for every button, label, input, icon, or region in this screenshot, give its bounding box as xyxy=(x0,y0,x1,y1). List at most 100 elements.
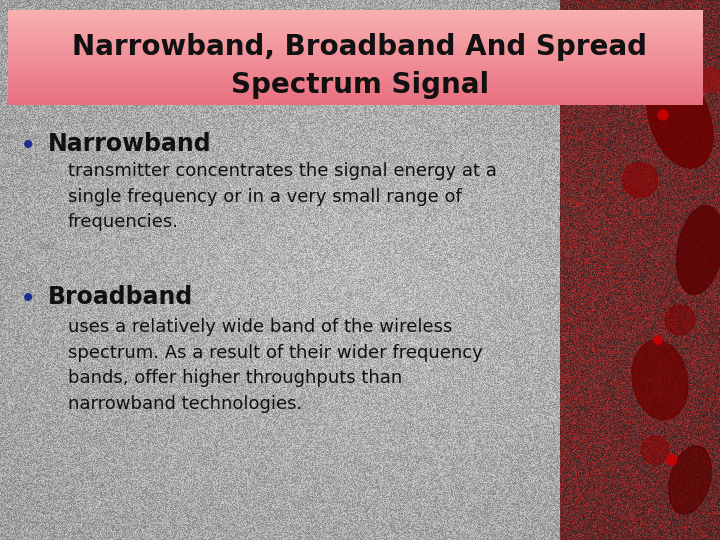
Bar xyxy=(8,65,703,66)
Ellipse shape xyxy=(665,305,695,335)
Bar xyxy=(8,82,703,83)
Bar xyxy=(8,10,703,11)
Bar xyxy=(8,34,703,35)
Bar xyxy=(8,57,703,58)
Ellipse shape xyxy=(698,68,720,92)
Bar xyxy=(8,98,703,99)
Bar xyxy=(8,22,703,23)
Bar xyxy=(8,103,703,104)
Bar xyxy=(8,67,703,68)
Bar xyxy=(8,47,703,48)
Bar xyxy=(8,94,703,95)
Text: uses a relatively wide band of the wireless
spectrum. As a result of their wider: uses a relatively wide band of the wirel… xyxy=(68,318,482,413)
Bar xyxy=(8,14,703,15)
Bar xyxy=(8,81,703,82)
Bar xyxy=(8,89,703,90)
Bar xyxy=(8,13,703,14)
Circle shape xyxy=(667,455,677,465)
Bar xyxy=(8,104,703,105)
Bar xyxy=(8,101,703,102)
Ellipse shape xyxy=(641,436,669,464)
Bar xyxy=(8,49,703,50)
Bar xyxy=(8,25,703,26)
Text: Narrowband: Narrowband xyxy=(48,132,212,156)
Bar xyxy=(8,35,703,36)
Bar xyxy=(8,60,703,61)
Bar xyxy=(8,63,703,64)
Bar xyxy=(8,55,703,56)
Bar xyxy=(8,15,703,16)
Bar xyxy=(8,88,703,89)
Bar xyxy=(8,58,703,59)
Ellipse shape xyxy=(669,446,711,514)
Bar xyxy=(8,79,703,80)
Bar xyxy=(8,90,703,91)
Bar xyxy=(8,24,703,25)
Bar xyxy=(8,41,703,42)
Bar xyxy=(8,84,703,85)
Bar xyxy=(8,78,703,79)
Bar xyxy=(8,68,703,69)
Bar xyxy=(8,95,703,96)
Bar xyxy=(8,71,703,72)
Bar xyxy=(8,96,703,97)
Bar xyxy=(8,59,703,60)
Bar xyxy=(8,38,703,39)
Text: transmitter concentrates the signal energy at a
single frequency or in a very sm: transmitter concentrates the signal ener… xyxy=(68,162,497,232)
Bar xyxy=(8,54,703,55)
Bar xyxy=(8,33,703,34)
Bar xyxy=(8,102,703,103)
Bar xyxy=(8,93,703,94)
Text: •: • xyxy=(20,285,36,313)
Ellipse shape xyxy=(677,206,720,294)
Circle shape xyxy=(654,336,662,344)
Bar xyxy=(8,53,703,54)
Bar xyxy=(8,91,703,92)
Bar xyxy=(8,87,703,88)
Bar xyxy=(8,23,703,24)
Bar xyxy=(8,26,703,27)
Bar xyxy=(8,62,703,63)
Bar xyxy=(8,21,703,22)
Bar xyxy=(8,85,703,86)
Bar xyxy=(8,17,703,18)
Bar xyxy=(8,36,703,37)
Bar xyxy=(8,100,703,101)
Text: Broadband: Broadband xyxy=(48,285,193,309)
Bar xyxy=(8,16,703,17)
Bar xyxy=(8,42,703,43)
Bar xyxy=(8,70,703,71)
Bar xyxy=(8,37,703,38)
Bar xyxy=(8,27,703,28)
Bar xyxy=(8,28,703,29)
Bar xyxy=(8,73,703,74)
Bar xyxy=(8,43,703,44)
Bar xyxy=(8,97,703,98)
Bar xyxy=(8,83,703,84)
Bar xyxy=(8,64,703,65)
Bar xyxy=(8,32,703,33)
Ellipse shape xyxy=(623,163,657,198)
Text: Spectrum Signal: Spectrum Signal xyxy=(231,71,489,99)
Text: Narrowband, Broadband And Spread: Narrowband, Broadband And Spread xyxy=(73,33,647,61)
Bar xyxy=(8,66,703,67)
Bar xyxy=(8,29,703,30)
Bar xyxy=(8,40,703,41)
Bar xyxy=(8,31,703,32)
Bar xyxy=(8,39,703,40)
Bar xyxy=(8,72,703,73)
Bar xyxy=(8,56,703,57)
Bar xyxy=(8,51,703,52)
Circle shape xyxy=(658,110,668,120)
Bar xyxy=(8,92,703,93)
Bar xyxy=(8,99,703,100)
Bar xyxy=(8,12,703,13)
Bar xyxy=(8,76,703,77)
Bar xyxy=(8,48,703,49)
Text: •: • xyxy=(20,132,36,160)
Bar xyxy=(8,44,703,45)
Bar xyxy=(8,75,703,76)
Bar xyxy=(8,45,703,46)
Circle shape xyxy=(696,51,704,59)
Bar xyxy=(8,80,703,81)
